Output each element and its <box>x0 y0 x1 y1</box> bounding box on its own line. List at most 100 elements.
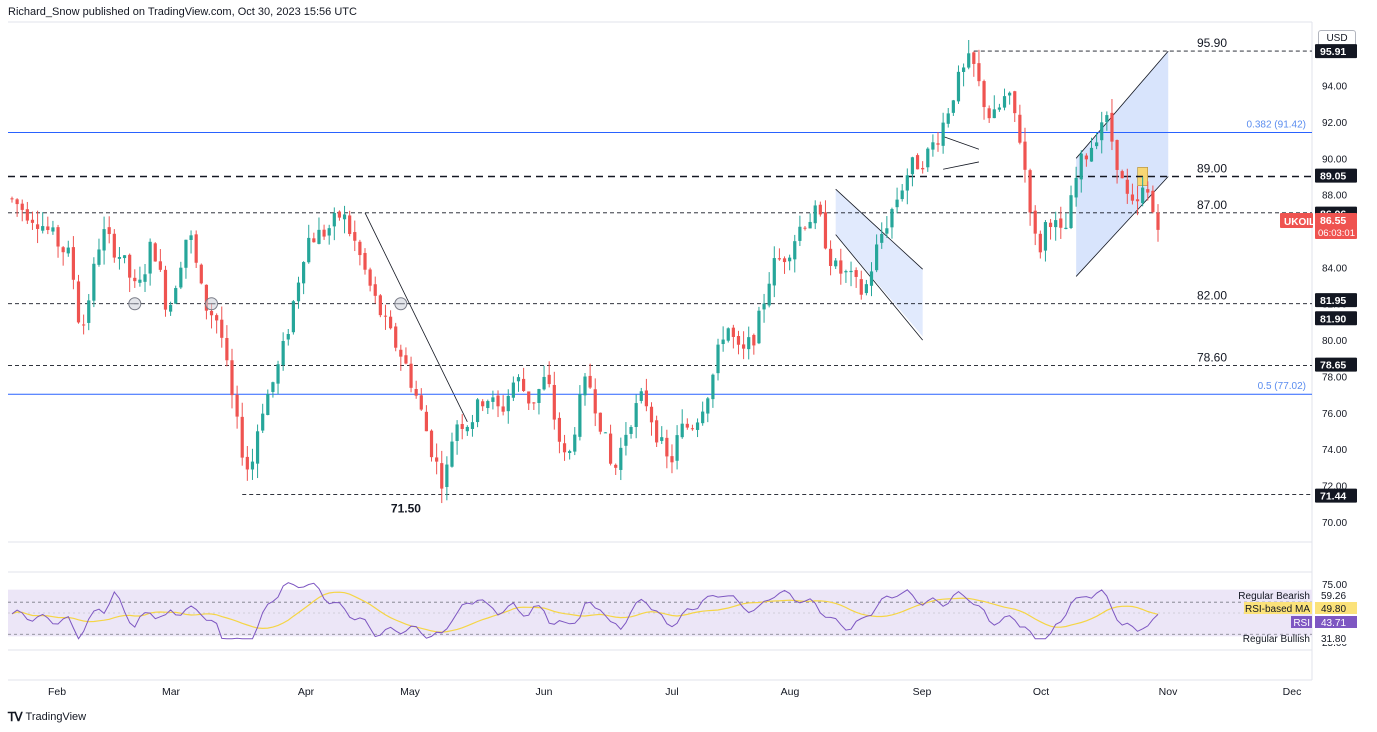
candle-body <box>736 336 741 345</box>
candle-body <box>690 428 695 430</box>
candle-body <box>788 257 792 262</box>
candle-body <box>767 283 771 306</box>
candle-body <box>455 424 459 441</box>
candle-body <box>695 422 700 430</box>
price-tick: 94.00 <box>1322 82 1347 93</box>
candle-body <box>112 233 116 258</box>
candle-body <box>798 226 802 241</box>
candle-body <box>225 338 229 361</box>
month-label: Aug <box>781 686 800 698</box>
month-label: Jul <box>665 686 678 698</box>
candle-body <box>215 315 219 321</box>
rising-channel-fill <box>1076 51 1169 277</box>
rsi-bullish-value: 31.80 <box>1321 634 1346 645</box>
candle-body <box>230 360 234 396</box>
candle-body <box>1135 199 1140 202</box>
candle-body <box>629 427 633 434</box>
candle-body <box>429 430 434 458</box>
candle-body <box>716 344 720 374</box>
fib-label: 0.5 (77.02) <box>1258 381 1306 392</box>
month-label: Mar <box>162 686 181 698</box>
candle-body <box>624 434 628 446</box>
month-label: Feb <box>48 686 66 698</box>
candle-body <box>153 243 157 262</box>
candle-body <box>220 319 224 338</box>
level-price-tag: 78.65 <box>1320 360 1346 372</box>
candle-body <box>905 175 909 191</box>
candle-body <box>261 413 265 431</box>
tradingview-brand: ꓔꓦ TradingView <box>8 710 86 724</box>
candle-body <box>363 252 367 270</box>
candle-body <box>1084 155 1088 160</box>
candle-body <box>409 363 413 388</box>
candle-body <box>445 464 449 488</box>
rsi-bearish-bg <box>1315 589 1357 601</box>
month-label: Nov <box>1159 686 1178 698</box>
rsi-ma-label: RSI-based MA <box>1245 604 1310 615</box>
candle-body <box>158 261 162 270</box>
candle-body <box>20 203 24 210</box>
candle-body <box>184 239 188 268</box>
candle-body <box>547 374 551 385</box>
candle-body <box>302 262 306 284</box>
candle-body <box>388 316 393 329</box>
candle-body <box>435 457 439 462</box>
candle-body <box>639 391 643 401</box>
candle-body <box>133 277 137 282</box>
candle-body <box>1095 142 1099 147</box>
candle-body <box>573 434 577 452</box>
candle-body <box>895 199 899 208</box>
countdown: 06:03:01 <box>1318 228 1355 239</box>
chart-frame <box>8 21 1313 681</box>
candle-body <box>568 451 572 453</box>
candle-body <box>655 420 659 443</box>
candle-body <box>910 157 915 175</box>
candle-body <box>982 81 986 108</box>
candle-body <box>281 341 285 366</box>
candle-body <box>66 247 70 254</box>
candle-body <box>1120 171 1124 179</box>
candle-body <box>209 310 214 316</box>
candle-body <box>1038 233 1042 253</box>
level-price-tag-bg <box>1315 168 1357 183</box>
price-axis: 96.0094.0092.0090.0088.0086.0084.0082.00… <box>1280 44 1357 529</box>
candle-body <box>322 229 326 237</box>
candle-body <box>782 258 787 263</box>
pattern-drawings <box>364 50 1169 423</box>
rsi-tick: 75.00 <box>1322 580 1347 591</box>
month-label: Apr <box>298 686 315 698</box>
candle-body <box>634 403 638 427</box>
candle-body <box>946 113 950 124</box>
month-label: May <box>400 686 421 698</box>
candle-body <box>665 437 669 457</box>
month-label: Jun <box>536 686 553 698</box>
candle-body <box>777 258 782 260</box>
candle-body <box>614 464 618 468</box>
candle-body <box>117 257 122 259</box>
candle-body <box>593 389 597 414</box>
candle-body <box>1146 189 1150 193</box>
candle-body <box>1151 190 1155 213</box>
flag-upper-line <box>835 188 923 270</box>
candle-body <box>373 284 377 296</box>
tradingview-logo-icon: ꓔꓦ <box>8 710 23 724</box>
candle-body <box>880 233 884 243</box>
candle-body <box>1018 114 1022 143</box>
candle-body <box>675 435 679 461</box>
price-tick: 70.00 <box>1322 518 1347 529</box>
candle-body <box>475 399 480 423</box>
candle-body <box>701 411 705 424</box>
candle-body <box>583 376 587 396</box>
level-label: 87.00 <box>1197 198 1227 212</box>
candle-body <box>1013 91 1017 114</box>
candle-body <box>404 355 408 364</box>
candle-body <box>92 263 96 301</box>
candle-body <box>1089 147 1094 162</box>
candle-body <box>859 279 863 295</box>
candle-body <box>25 209 29 221</box>
flag-channel-fill <box>835 189 923 337</box>
time-axis: Feb Mar Apr May Jun Jul Aug Sep Oct Nov Dec <box>48 686 1301 698</box>
level-price-tag: 81.95 <box>1320 295 1346 307</box>
